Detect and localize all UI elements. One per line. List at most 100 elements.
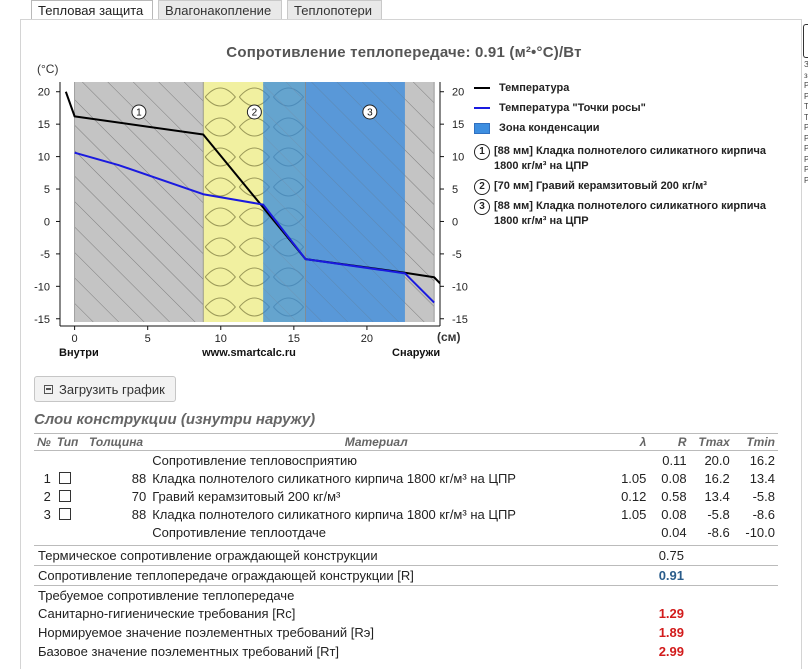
row-tmax: 13.4 xyxy=(704,488,730,504)
chart-axes xyxy=(56,82,444,330)
y-tick-label-right: -5 xyxy=(452,249,462,261)
layer-number-badge: 2 xyxy=(474,179,490,195)
divider xyxy=(34,545,778,546)
row-thickness: 88 xyxy=(131,470,147,486)
layer-number-badge: 1 xyxy=(474,144,490,160)
y-tick-label-left: -5 xyxy=(40,249,50,261)
save-icon xyxy=(44,384,53,394)
temperature-line-swatch xyxy=(474,87,490,89)
col-r: R xyxy=(649,433,690,451)
row-no: 1 xyxy=(43,470,51,486)
row-lambda: 1.05 xyxy=(621,470,647,486)
row-r: 0.04 xyxy=(661,525,687,541)
layer-marker-1 xyxy=(131,104,147,120)
row-type xyxy=(54,469,86,487)
row-type xyxy=(54,506,86,524)
base-requirements-label: Базовое значение поэлементных требований… xyxy=(38,644,340,659)
row-tmax: -5.8 xyxy=(707,507,730,523)
condensation-hatch xyxy=(263,82,405,322)
tab-thermal-protection[interactable]: Тепловая защита xyxy=(31,0,153,20)
row-r: 0.08 xyxy=(661,470,687,486)
y-unit-label: (°С) xyxy=(37,62,58,76)
x-tick-label: 0 xyxy=(72,333,78,345)
sidebar-edge-box xyxy=(803,24,808,58)
row-type xyxy=(54,451,86,470)
row-no: 2 xyxy=(43,488,51,504)
row-thickness xyxy=(86,524,149,542)
row-r: 0.58 xyxy=(661,488,687,504)
required-heading-row: Требуемое сопротивление теплопередаче xyxy=(34,586,778,605)
legend-temperature-label: Температура xyxy=(499,82,570,94)
row-no xyxy=(34,524,54,542)
y-tick-label-left: -10 xyxy=(34,281,50,293)
divider xyxy=(34,565,778,566)
col-tmax: Tmax xyxy=(689,433,733,451)
y-tick-label-right: 20 xyxy=(452,87,464,99)
y-tick-label-right: 5 xyxy=(452,184,458,196)
y-tick-label-right: 15 xyxy=(452,119,464,131)
col-lambda: λ xyxy=(603,433,650,451)
x-tick-label: 10 xyxy=(215,333,227,345)
row-thickness: 88 xyxy=(131,507,147,523)
layer-type-checkbox[interactable] xyxy=(58,489,71,502)
heat-transfer-value: 0.91 xyxy=(658,568,684,583)
row-tmax: 20.0 xyxy=(704,452,730,468)
y-tick-label-right: 10 xyxy=(452,152,464,164)
base-requirements-row: Базовое значение поэлементных требований… xyxy=(34,642,778,661)
row-no xyxy=(34,451,54,470)
layer-marker-2 xyxy=(246,104,262,120)
thermal-resistance-value: 0.75 xyxy=(658,548,684,563)
x-unit-label: (см) xyxy=(437,330,461,344)
condensation-swatch xyxy=(474,123,490,134)
layer-marker-label-2: 2 xyxy=(252,108,258,119)
load-chart-label: Загрузить график xyxy=(59,381,165,397)
chart-series xyxy=(64,91,440,304)
dew-point-line-swatch xyxy=(474,107,490,109)
row-tmin: -10.0 xyxy=(745,525,775,541)
watermark-label: www.smartcalc.ru xyxy=(201,347,296,359)
x-tick-label: 15 xyxy=(288,333,300,345)
chart-title: Сопротивление теплопередаче: 0.91 (м²•°С… xyxy=(226,44,582,61)
y-tick-label-left: -15 xyxy=(34,314,50,326)
legend-layer-3-label: [88 мм] Кладка полнотелого силикатного к… xyxy=(494,200,766,227)
tab-panel xyxy=(20,19,802,669)
row-lambda: 0.12 xyxy=(621,488,647,504)
row-tmax: -8.6 xyxy=(707,525,730,541)
legend-dew-point-label: Температура "Точки росы" xyxy=(499,102,646,114)
base-requirements-value: 2.99 xyxy=(658,644,684,659)
wall-layers xyxy=(74,82,435,322)
load-chart-button[interactable]: Загрузить график xyxy=(34,376,176,402)
legend-dew-point: Температура "Точки росы" xyxy=(474,101,646,116)
table-row: 3 88 Кладка полнотелого силикатного кирп… xyxy=(34,506,778,524)
table-row: 1 88 Кладка полнотелого силикатного кирп… xyxy=(34,469,778,487)
required-heading-label: Требуемое сопротивление теплопередаче xyxy=(38,588,295,603)
outside-label: Снаружи xyxy=(392,347,440,359)
y-tick-label-left: 0 xyxy=(44,216,50,228)
table-row: 2 70 Гравий керамзитовый 200 кг/м³ 0.12 … xyxy=(34,487,778,505)
row-type xyxy=(54,524,86,542)
legend-layer-3: 3 [88 мм] Кладка полнотелого силикатного… xyxy=(474,199,774,229)
y-tick-label-left: 10 xyxy=(38,152,50,164)
row-tmin: 13.4 xyxy=(749,470,775,486)
divider xyxy=(34,585,778,586)
layer-type-checkbox[interactable] xyxy=(58,508,71,521)
tab-heat-loss[interactable]: Теплопотери xyxy=(287,0,382,20)
layer-type-checkbox[interactable] xyxy=(58,471,71,484)
x-tick-label: 5 xyxy=(145,333,151,345)
layer-marker-label-1: 1 xyxy=(136,108,142,119)
col-type: Тип xyxy=(53,433,86,451)
tab-bar: Тепловая защита Влагонакопление Теплопот… xyxy=(0,0,808,20)
temperature-chart: 20 20 15 15 10 10 5 5 0 0 -5 -5 -10 -10 -15 -15 0 5 10 15 20… xyxy=(34,62,468,359)
row-material: Сопротивление тепловосприятию xyxy=(152,452,358,468)
layer-number-badge: 3 xyxy=(474,199,490,215)
tab-moisture-accumulation[interactable]: Влагонакопление xyxy=(158,0,282,20)
col-tmin: Tmin xyxy=(732,433,778,451)
sanitary-row: Санитарно-гигиенические требования [Rс] … xyxy=(34,604,778,623)
legend-condensation: Зона конденсации xyxy=(474,121,600,136)
legend-layer-2-label: [70 мм] Гравий керамзитовый 200 кг/м³ xyxy=(494,180,707,192)
y-tick-label-left: 20 xyxy=(38,87,50,99)
row-material: Кладка полнотелого силикатного кирпича 1… xyxy=(152,507,516,523)
row-tmin: -8.6 xyxy=(752,507,775,523)
row-r: 0.11 xyxy=(662,452,687,468)
